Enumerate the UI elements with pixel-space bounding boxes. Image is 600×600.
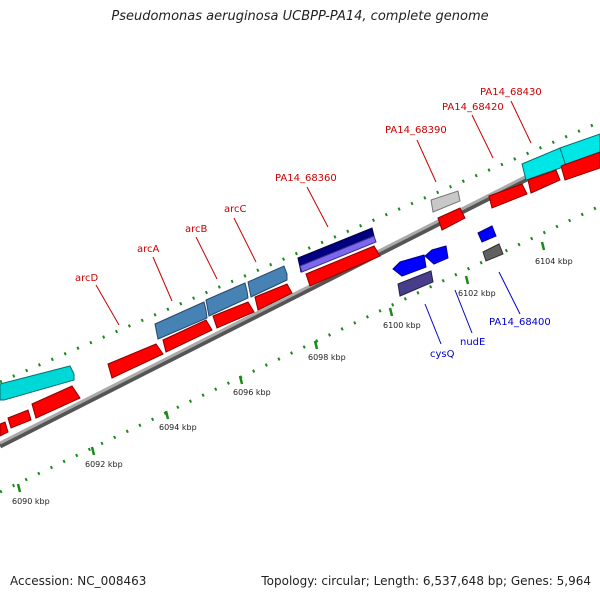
cyan-feature-left bbox=[0, 365, 75, 401]
major-ticks bbox=[16, 241, 546, 493]
gene-label-PA14_68390: PA14_68390 bbox=[385, 125, 447, 136]
lavender-feature bbox=[299, 235, 377, 273]
blue-cds-2 bbox=[424, 245, 449, 265]
major-tick bbox=[90, 446, 96, 456]
scale-label-6092: 6092 kbp bbox=[85, 460, 123, 469]
gene-label-PA14_68430: PA14_68430 bbox=[480, 87, 542, 98]
scale-label-6098: 6098 kbp bbox=[308, 353, 346, 362]
major-tick bbox=[164, 410, 170, 420]
cds-arrow-9 bbox=[437, 207, 466, 231]
genome-summary-text: Topology: circular; Length: 6,537,648 bp… bbox=[261, 574, 591, 588]
lower-tick-row bbox=[0, 204, 600, 494]
cds-arrow-1 bbox=[0, 421, 9, 437]
gene-label-nudE: nudE bbox=[460, 337, 485, 348]
gene-label-arcA: arcA bbox=[137, 244, 160, 255]
gene-label-arcC: arcC bbox=[224, 204, 247, 215]
reverse-track bbox=[392, 225, 504, 297]
gene-label-PA14_68400: PA14_68400 bbox=[489, 317, 551, 328]
dimgray-feature bbox=[482, 243, 504, 262]
major-tick bbox=[464, 275, 470, 285]
leader-lines-reverse bbox=[424, 271, 521, 345]
scale-label-6096: 6096 kbp bbox=[233, 388, 271, 397]
major-tick bbox=[16, 483, 22, 493]
cds-arrow-4 bbox=[107, 343, 164, 379]
major-tick bbox=[388, 307, 394, 317]
major-tick bbox=[238, 375, 244, 385]
cds-arrow-8 bbox=[305, 245, 381, 287]
cds-arrow-3 bbox=[31, 385, 81, 419]
blue-cds-1 bbox=[392, 254, 427, 277]
steelblue-feature-1 bbox=[154, 301, 208, 340]
scale-label-6100: 6100 kbp bbox=[383, 321, 421, 330]
gene-label-PA14_68420: PA14_68420 bbox=[442, 102, 504, 113]
cds-arrow-11 bbox=[527, 169, 561, 194]
steelblue-feature-3 bbox=[247, 265, 288, 298]
major-tick bbox=[313, 340, 319, 350]
scale-label-6102: 6102 kbp bbox=[458, 289, 496, 298]
reverse-gene-labels: cysQ nudE PA14_68400 bbox=[430, 317, 551, 360]
cds-arrow-7 bbox=[254, 283, 293, 311]
scale-labels: 6090 kbp 6092 kbp 6094 kbp 6096 kbp 6098… bbox=[12, 257, 573, 506]
leader-lines-forward bbox=[95, 100, 532, 326]
scale-label-6104: 6104 kbp bbox=[535, 257, 573, 266]
gene-label-PA14_68360: PA14_68360 bbox=[275, 173, 337, 184]
red-cds-track bbox=[0, 151, 600, 437]
genome-backbone bbox=[0, 137, 600, 445]
top-track bbox=[0, 133, 600, 401]
accession-text: Accession: NC_008463 bbox=[10, 574, 147, 588]
upper-tick-row bbox=[0, 120, 600, 384]
major-tick bbox=[540, 241, 546, 251]
scale-label-6090: 6090 kbp bbox=[12, 497, 50, 506]
forward-gene-labels: arcD arcA arcB arcC PA14_68360 PA14_6839… bbox=[75, 87, 542, 284]
cds-arrow-2 bbox=[7, 409, 32, 429]
cds-arrow-12 bbox=[560, 151, 600, 181]
gene-label-cysQ: cysQ bbox=[430, 349, 455, 360]
darkslate-feature bbox=[397, 270, 434, 297]
gene-label-arcB: arcB bbox=[185, 224, 208, 235]
cds-arrow-10 bbox=[488, 183, 528, 209]
steelblue-feature-2 bbox=[205, 282, 249, 317]
blue-cds-3 bbox=[477, 225, 497, 243]
cds-arrow-5 bbox=[162, 319, 213, 353]
cds-arrow-6 bbox=[212, 301, 255, 329]
gray-feature bbox=[430, 190, 461, 213]
map-title: Pseudomonas aeruginosa UCBPP-PA14, compl… bbox=[111, 9, 489, 24]
gene-label-arcD: arcD bbox=[75, 273, 99, 284]
scale-label-6094: 6094 kbp bbox=[159, 423, 197, 432]
